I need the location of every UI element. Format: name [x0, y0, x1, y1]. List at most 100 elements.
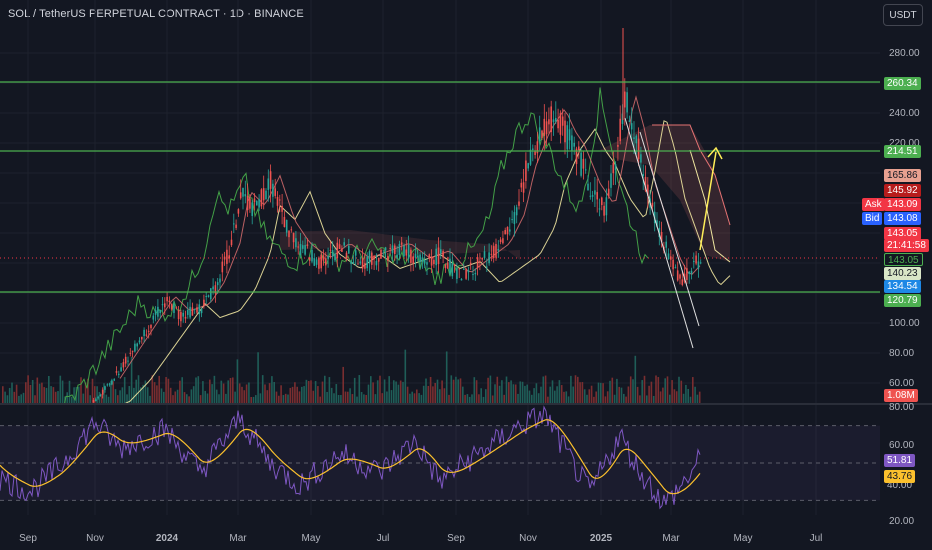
- chart-title: SOL / TetherUS PERPETUAL CONTRACT · 1D ·…: [8, 8, 304, 20]
- volume-bar: [266, 390, 269, 403]
- candle-body: [343, 242, 345, 246]
- volume-bar: [71, 396, 73, 403]
- volume-bar: [73, 387, 75, 403]
- volume-bar: [393, 380, 395, 403]
- candle-body: [373, 255, 375, 260]
- volume-bar: [687, 388, 689, 403]
- candle-body: [136, 343, 138, 347]
- candle-body: [329, 249, 332, 251]
- candle-body: [203, 299, 205, 306]
- candle-body: [472, 274, 474, 276]
- candle-body: [552, 119, 555, 123]
- candle-body: [152, 315, 155, 320]
- candle-body: [449, 258, 451, 274]
- candle-body: [490, 253, 493, 255]
- candle-body: [568, 129, 571, 141]
- horizontal-levels[interactable]: [0, 81, 880, 293]
- candle-body: [196, 307, 198, 313]
- volume-bar: [563, 391, 565, 403]
- volume-bar: [411, 391, 413, 403]
- candle-body: [407, 245, 410, 259]
- candle-body: [159, 310, 161, 313]
- candle-body: [290, 229, 293, 231]
- candle-body: [377, 257, 380, 262]
- volume-bar: [611, 377, 614, 403]
- volume-bar: [34, 395, 36, 403]
- volume-bar: [100, 393, 103, 403]
- candle-body: [129, 352, 132, 354]
- volume-bar: [169, 387, 172, 403]
- time-axis-label: Nov: [519, 533, 537, 544]
- candle-body: [189, 306, 191, 318]
- volume-bar: [255, 395, 257, 403]
- candle-body: [417, 255, 419, 258]
- candle-body: [182, 312, 184, 317]
- volume-bar: [241, 386, 243, 403]
- volume-bar: [402, 381, 404, 403]
- candle-body: [214, 285, 217, 294]
- volume-bar: [560, 385, 563, 403]
- volume-bar: [406, 386, 409, 403]
- candle-body: [693, 260, 695, 262]
- volume-bar: [156, 385, 158, 403]
- volume-bar: [374, 394, 377, 403]
- volume-bar: [475, 380, 478, 403]
- candle-body: [219, 278, 221, 283]
- volume-bar: [261, 375, 264, 403]
- volume-bar: [452, 379, 455, 403]
- time-axis[interactable]: Sep Nov 2024 Mar May Jul Sep Nov 2025 Mar May Jul: [19, 533, 822, 544]
- candle-body: [315, 259, 318, 265]
- volume-bar: [298, 391, 301, 403]
- volume-bar: [680, 380, 683, 403]
- candle-body: [525, 160, 527, 181]
- candle-body: [647, 184, 649, 196]
- volume-bar: [379, 375, 381, 403]
- volume-bar: [376, 380, 379, 403]
- candle-body: [688, 271, 690, 275]
- volume-bar: [508, 382, 510, 403]
- candle-body: [571, 135, 573, 151]
- volume-bar: [422, 385, 425, 403]
- volume-bar: [698, 391, 701, 403]
- candle-body: [538, 127, 541, 142]
- candle-body: [483, 251, 486, 258]
- candle-body: [283, 216, 286, 228]
- candle-body: [502, 238, 504, 244]
- time-axis-label: Mar: [662, 533, 680, 544]
- volume-bar: [11, 382, 13, 403]
- volume-bar: [25, 382, 27, 403]
- candle-body: [557, 119, 559, 129]
- time-axis-label: Jul: [810, 533, 823, 544]
- candle-body: [433, 259, 435, 265]
- candle-body: [672, 259, 674, 270]
- volume-bar: [386, 391, 388, 403]
- candle-body: [304, 245, 306, 255]
- volume-bar: [227, 380, 229, 403]
- candle-body: [95, 399, 97, 402]
- price-axis[interactable]: 280.00 240.00 220.00 100.00 80.00 60.00: [889, 48, 920, 389]
- candle-body: [644, 176, 647, 191]
- volume-bar: [59, 375, 62, 403]
- tag-rsi-ma: 43.76: [884, 470, 916, 483]
- candle-body: [394, 245, 396, 255]
- volume-bar: [245, 384, 248, 403]
- volume-bar: [416, 389, 418, 403]
- candle-body: [481, 257, 483, 260]
- candle-body: [221, 261, 224, 273]
- candle-body: [479, 261, 481, 263]
- volume-bar: [643, 375, 646, 403]
- candle-body: [115, 371, 118, 373]
- volume-bar: [340, 395, 342, 403]
- candle-body: [265, 190, 267, 200]
- volume-bar: [80, 377, 82, 403]
- drawings[interactable]: [624, 117, 723, 349]
- currency-button[interactable]: USDT: [883, 4, 923, 26]
- volume-bar: [489, 375, 492, 403]
- candle-body: [504, 230, 506, 235]
- candle-body: [97, 397, 99, 399]
- tag-level-top: 260.34: [884, 77, 921, 90]
- volume-bar: [199, 395, 202, 403]
- base-line: [119, 95, 701, 379]
- candle-body: [667, 253, 670, 260]
